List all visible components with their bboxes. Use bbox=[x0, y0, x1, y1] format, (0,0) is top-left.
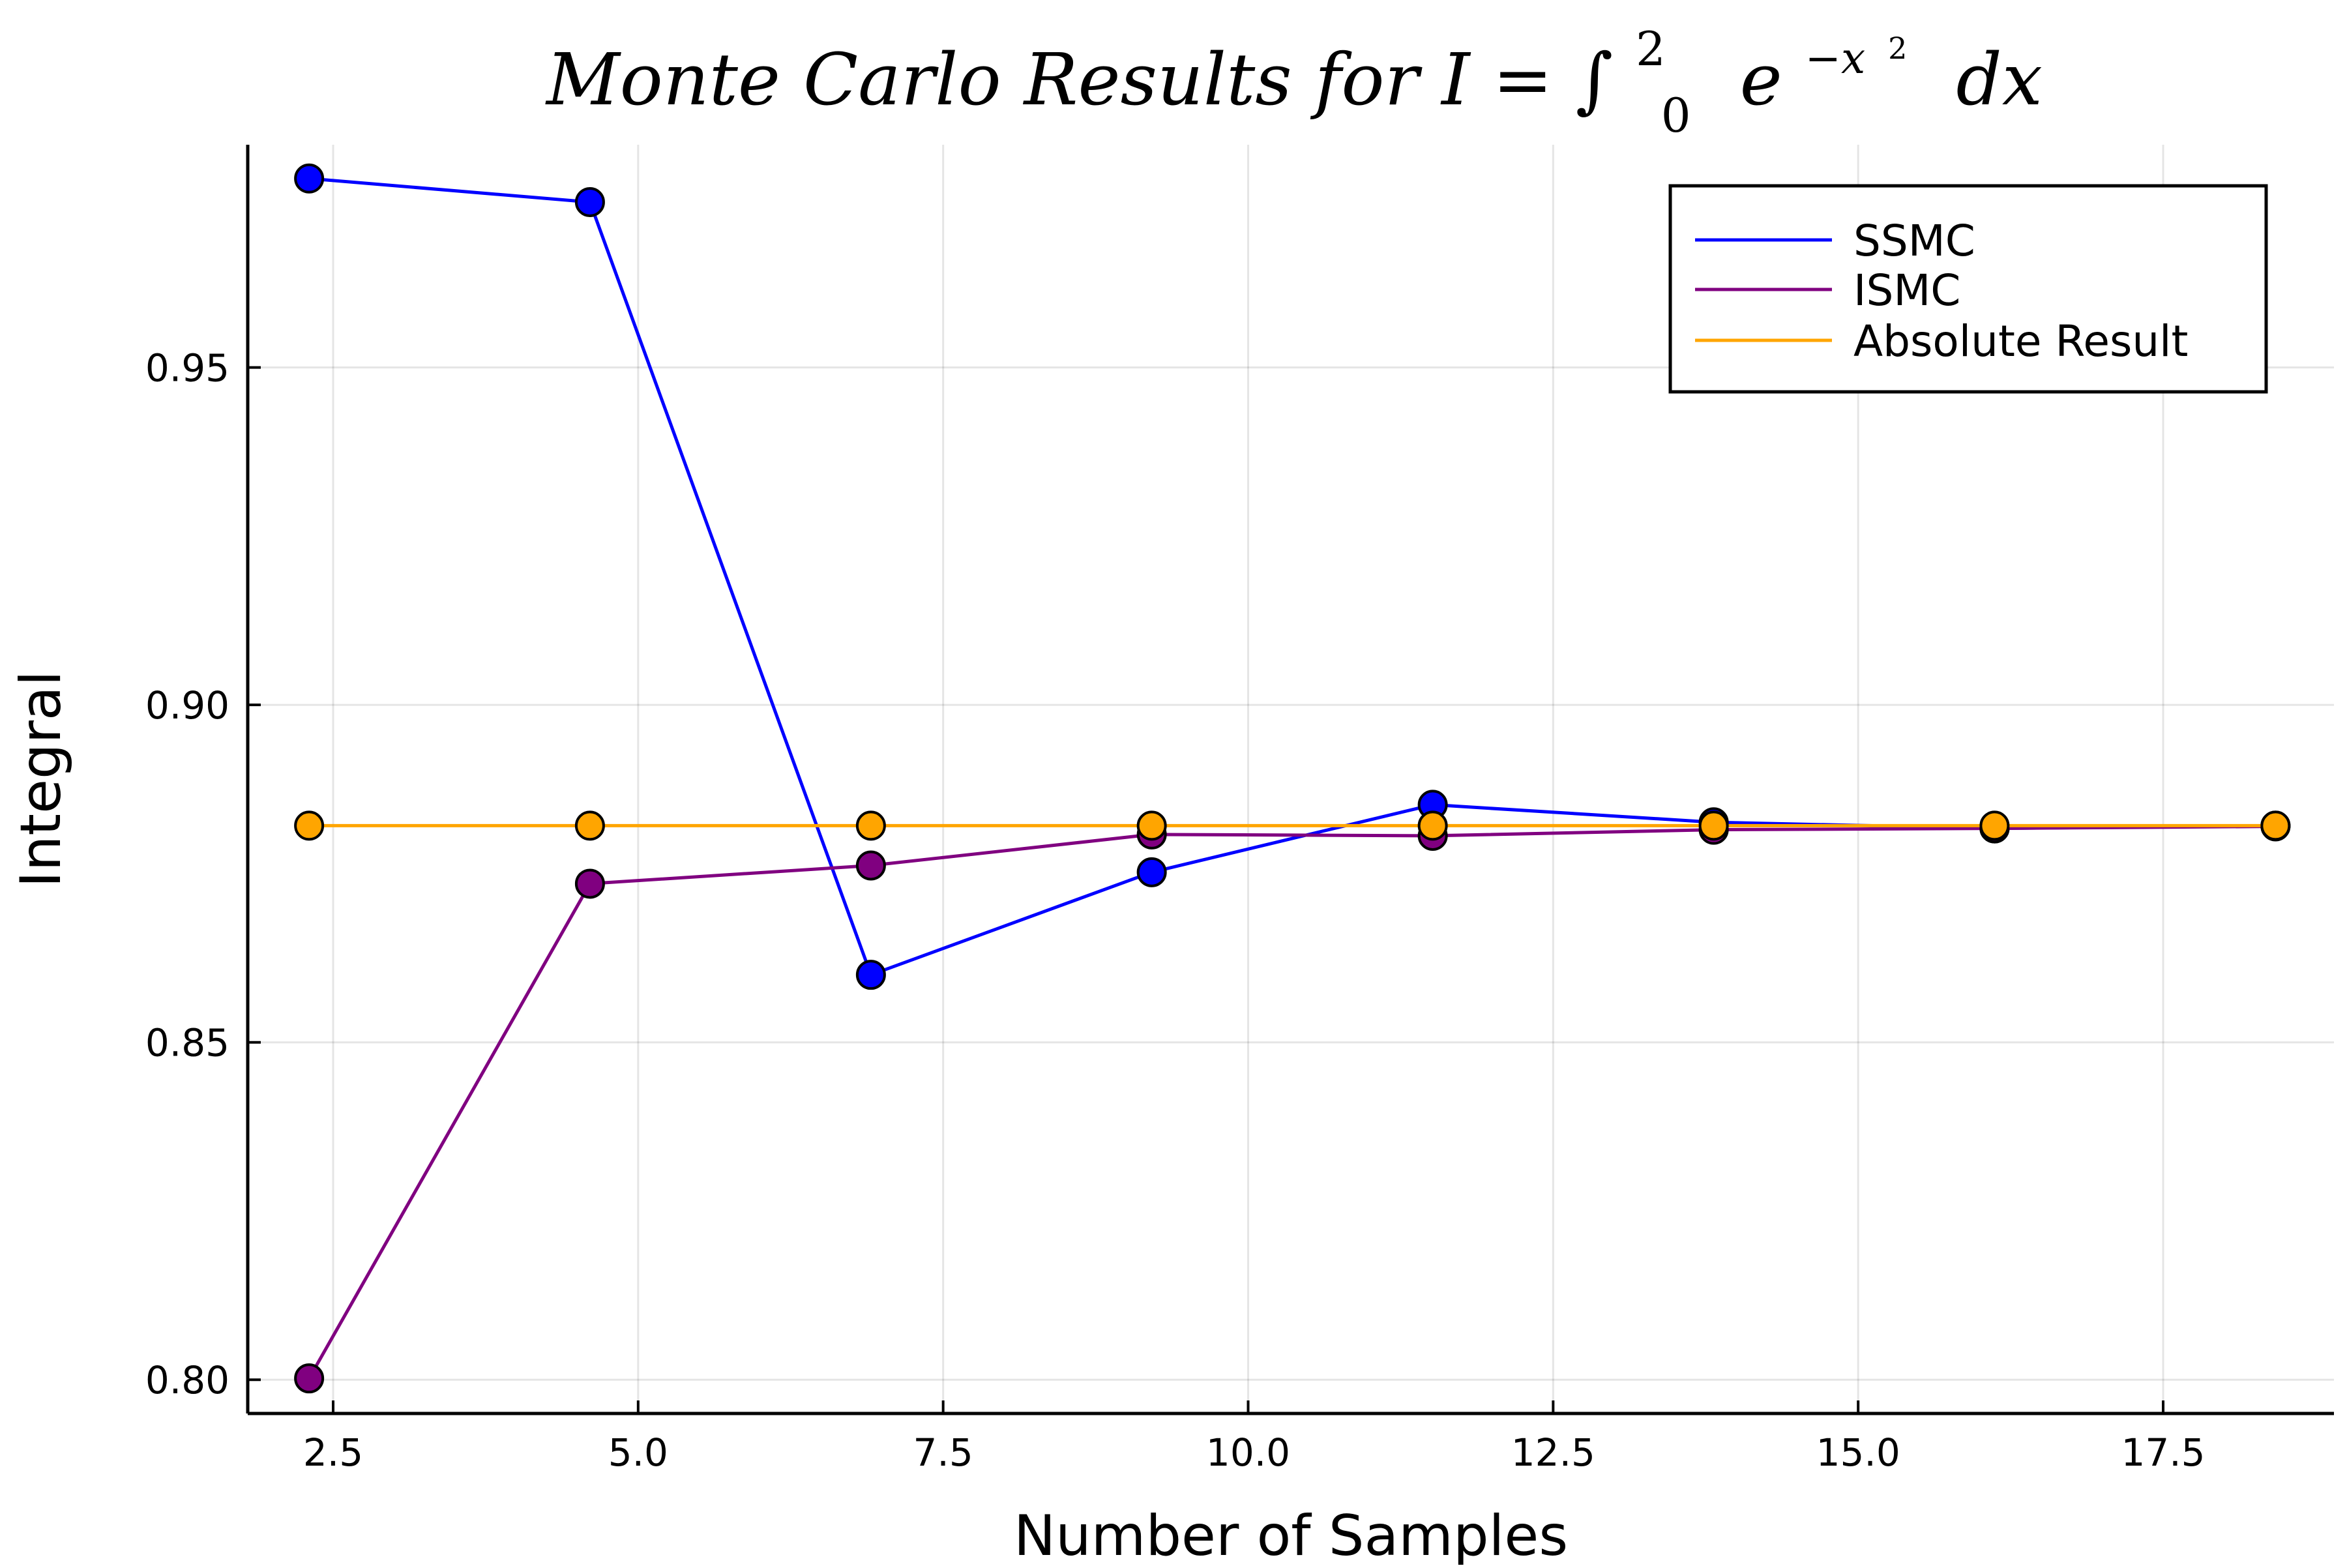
axis-ticks: 2.5 5.0 7.5 10.0 12.5 15.0 17.5 0.80 0.85 0.90 0.9… bbox=[145, 346, 2206, 1475]
data-point-ssmc bbox=[574, 186, 605, 217]
data-point-ismc bbox=[294, 1363, 325, 1394]
y-tick-label: 0.95 bbox=[145, 346, 229, 391]
x-tick-label: 12.5 bbox=[1511, 1430, 1595, 1475]
data-point-absolute-result bbox=[1136, 810, 1167, 841]
x-tick-label: 5.0 bbox=[608, 1430, 668, 1475]
x-tick-label: 10.0 bbox=[1206, 1430, 1290, 1475]
y-tick-label: 0.90 bbox=[145, 683, 229, 728]
x-tick-label: 17.5 bbox=[2121, 1430, 2205, 1475]
data-point-ssmc bbox=[855, 960, 886, 990]
title-suffix: dx bbox=[1956, 38, 2042, 121]
data-point-ssmc bbox=[1136, 857, 1167, 887]
series bbox=[294, 163, 2291, 1394]
data-point-absolute-result bbox=[1979, 810, 2010, 841]
title-integral-sign: ∫ bbox=[1576, 38, 1613, 121]
x-tick-label: 2.5 bbox=[303, 1430, 363, 1475]
legend-label-absolute-result: Absolute Result bbox=[1853, 316, 2188, 366]
series-line-ismc bbox=[307, 825, 2276, 1380]
data-point-absolute-result bbox=[294, 810, 325, 841]
x-tick-label: 7.5 bbox=[913, 1430, 973, 1475]
title-prefix: Monte Carlo Results for I = bbox=[545, 38, 1576, 121]
series-absolute-result bbox=[294, 810, 2291, 841]
x-tick-label: 15.0 bbox=[1816, 1430, 1900, 1475]
y-tick-label: 0.85 bbox=[145, 1021, 229, 1065]
y-axis-label: Integral bbox=[8, 670, 74, 887]
title-upper-limit: 2 bbox=[1636, 22, 1666, 76]
y-tick-label: 0.80 bbox=[145, 1358, 229, 1402]
legend-label-ssmc: SSMC bbox=[1853, 216, 1975, 266]
data-point-ismc bbox=[574, 868, 605, 899]
legend: SSMC ISMC Absolute Result bbox=[1668, 184, 2268, 394]
x-axis-label: Number of Samples bbox=[1014, 1503, 1568, 1565]
title-lower-limit: 0 bbox=[1661, 88, 1691, 143]
title-exponent: −x bbox=[1805, 33, 1866, 83]
data-point-ssmc bbox=[294, 163, 325, 194]
data-point-absolute-result bbox=[1698, 810, 1729, 841]
chart-title: Monte Carlo Results for I = ∫ 2 0 e −x 2… bbox=[545, 0, 2043, 149]
data-point-absolute-result bbox=[855, 810, 886, 841]
data-point-ismc bbox=[855, 850, 886, 881]
legend-label-ismc: ISMC bbox=[1853, 265, 1960, 316]
title-exponent-power: 2 bbox=[1888, 31, 1907, 66]
data-point-absolute-result bbox=[2260, 810, 2291, 841]
title-base: e bbox=[1740, 38, 1782, 121]
data-point-absolute-result bbox=[1417, 810, 1448, 841]
data-point-absolute-result bbox=[574, 810, 605, 841]
